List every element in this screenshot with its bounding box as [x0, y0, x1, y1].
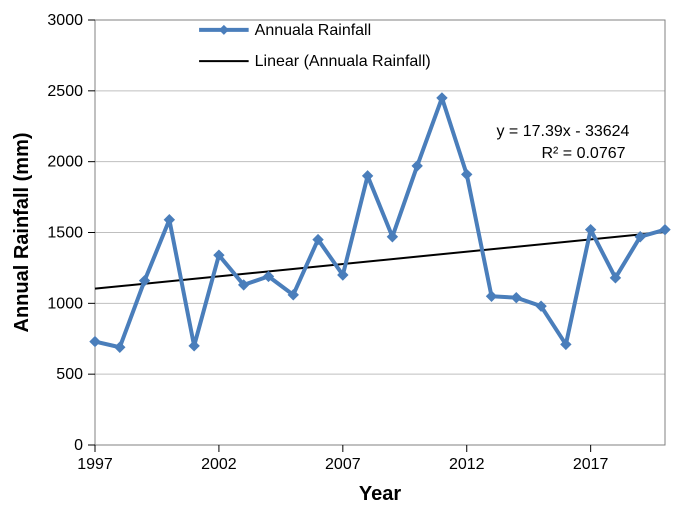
- x-tick-label: 2012: [449, 456, 485, 473]
- y-tick-label: 1500: [47, 225, 83, 242]
- x-tick-label: 2007: [325, 456, 361, 473]
- y-tick-label: 2500: [47, 83, 83, 100]
- legend-label: Linear (Annuala Rainfall): [255, 53, 431, 70]
- y-tick-label: 500: [56, 366, 83, 383]
- legend-label: Annuala Rainfall: [255, 22, 372, 39]
- x-tick-label: 2017: [573, 456, 609, 473]
- x-axis-title: Year: [359, 483, 401, 505]
- y-tick-label: 0: [74, 437, 83, 454]
- trend-equation: y = 17.39x - 33624: [496, 123, 629, 140]
- x-tick-label: 2002: [201, 456, 237, 473]
- x-tick-label: 1997: [77, 456, 113, 473]
- trend-r2: R² = 0.0767: [541, 145, 625, 162]
- y-tick-label: 1000: [47, 295, 83, 312]
- y-axis-title: Annual Rainfall (mm): [11, 132, 33, 332]
- y-tick-label: 3000: [47, 12, 83, 29]
- y-tick-label: 2000: [47, 154, 83, 171]
- rainfall-chart: 1997 2002 2007 2012 2017 0 500 1000 1500 2000 2500…: [0, 0, 685, 520]
